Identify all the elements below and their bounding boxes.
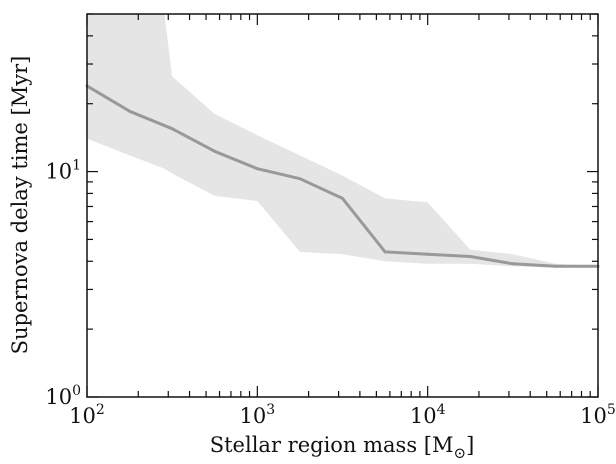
data-point — [298, 177, 302, 181]
data-point — [553, 264, 557, 268]
x-tick-label: 102 — [69, 402, 105, 428]
x-tick-label: 103 — [240, 402, 276, 428]
data-point — [468, 255, 472, 258]
plot-line-layer — [85, 84, 600, 268]
ticks-layer — [86, 13, 599, 398]
x-axis-label: Stellar region mass [M⊙] — [210, 433, 475, 462]
data-point — [383, 250, 387, 254]
plot-band-layer — [87, 14, 598, 268]
plot-frame — [86, 13, 599, 398]
x-axis-label-close: ] — [466, 433, 474, 457]
x-axis-label-text: Stellar region mass [M — [210, 433, 454, 457]
x-tick-label: 104 — [410, 402, 446, 428]
data-point — [341, 196, 344, 200]
uncertainty-band — [87, 14, 598, 268]
tick-labels-layer: 102 103 104 105 100 101 — [45, 158, 615, 428]
sun-symbol: ⊙ — [453, 444, 466, 462]
data-point — [511, 262, 515, 266]
y-tick-label: 100 — [45, 383, 81, 409]
data-point — [213, 149, 217, 153]
data-point — [255, 167, 259, 171]
y-tick-label: 101 — [45, 158, 81, 184]
y-axis-label: Supernova delay time [Myr] — [8, 56, 32, 355]
data-point — [170, 127, 174, 131]
x-tick-label: 105 — [580, 402, 616, 428]
data-point — [426, 252, 430, 256]
data-point — [128, 109, 132, 113]
